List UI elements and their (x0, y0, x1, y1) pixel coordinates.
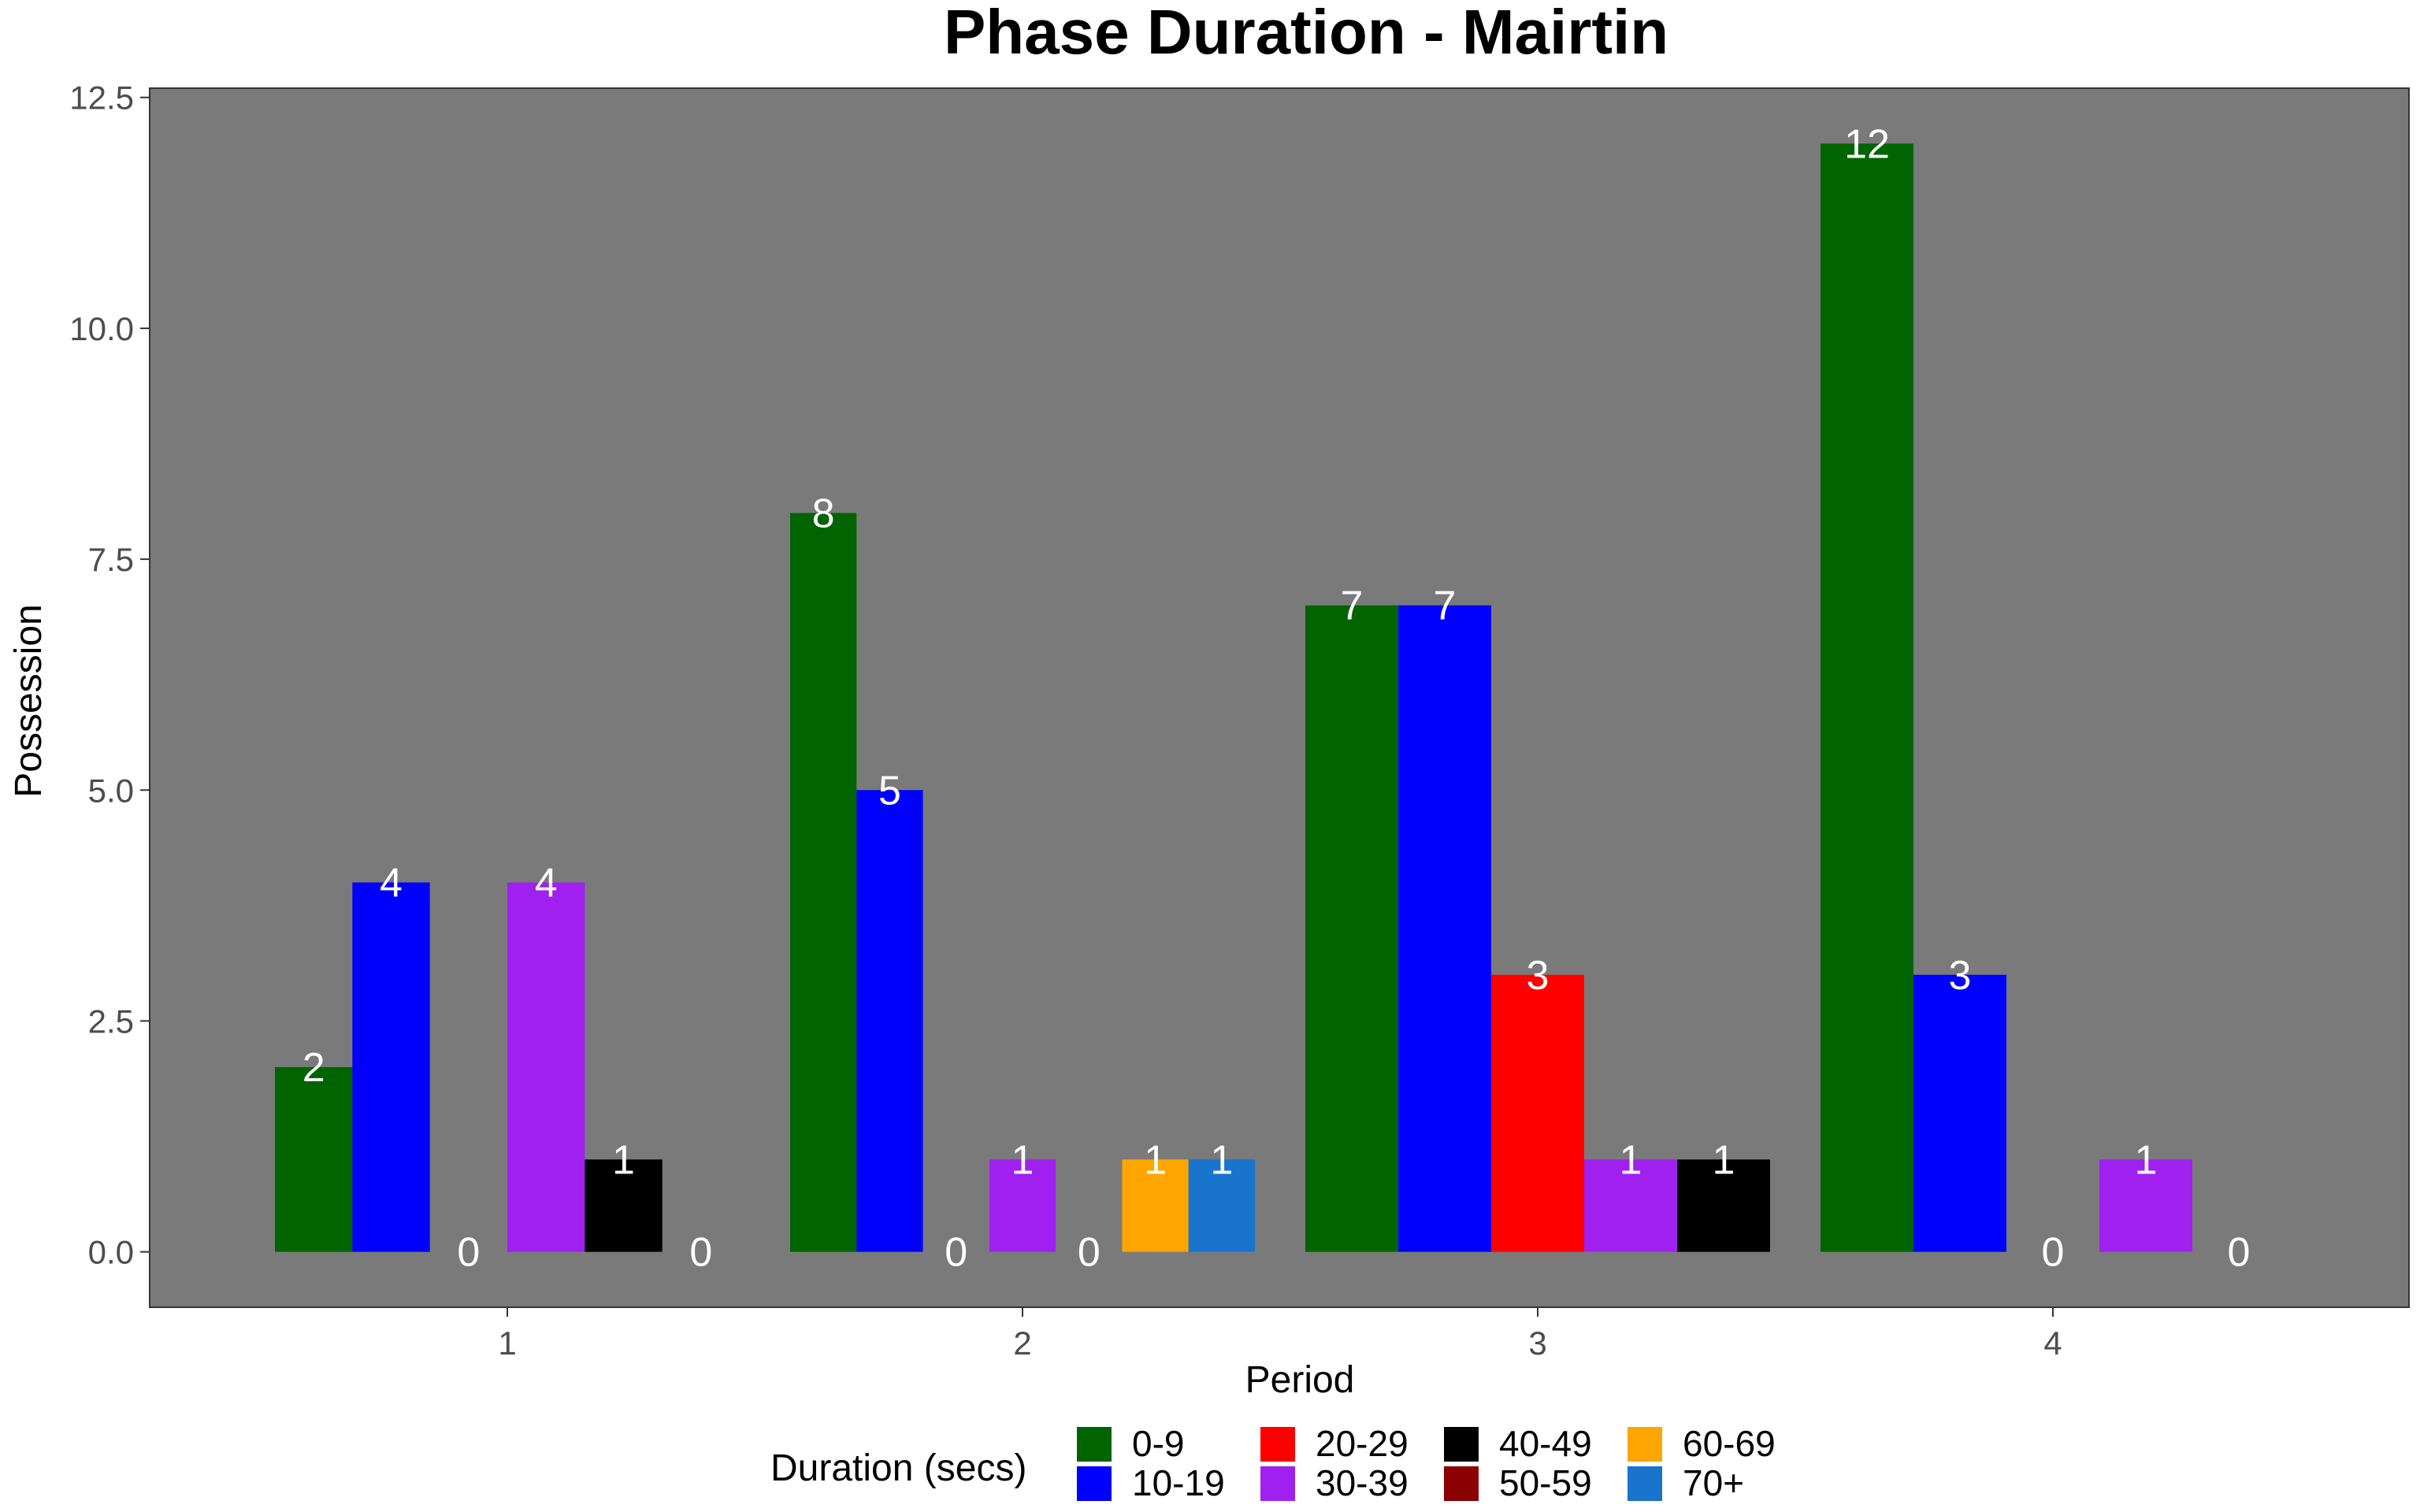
legend-key-10-19 (1077, 1466, 1112, 1501)
y-axis-title: Possession (8, 604, 50, 797)
bar-value-label: 0 (2042, 1230, 2065, 1276)
bar-10-19-period-3 (1398, 605, 1491, 1252)
bar-value-label: 8 (812, 491, 835, 536)
x-tick-label: 2 (1013, 1325, 1031, 1362)
x-tick-label: 3 (1528, 1325, 1546, 1362)
bar-value-label: 1 (1210, 1137, 1233, 1183)
legend-key-20-29 (1260, 1427, 1295, 1462)
bar-40-49-period-3 (1677, 1159, 1770, 1252)
bar-70+-period-2 (1188, 1159, 1255, 1252)
plot-panel (149, 87, 2410, 1308)
legend-label: 60-69 (1683, 1423, 1776, 1464)
bar-0-9-period-4 (1821, 143, 1913, 1252)
bar-30-39-period-3 (1584, 1159, 1677, 1252)
bar-value-label: 7 (1434, 584, 1457, 629)
chart-title: Phase Duration - Mairtin (944, 0, 1668, 67)
bar-value-label: 2 (302, 1045, 325, 1091)
bar-value-label: 0 (2228, 1230, 2251, 1276)
legend-label: 20-29 (1316, 1423, 1409, 1464)
bar-60-69-period-2 (1122, 1159, 1189, 1252)
legend-key-0-9 (1077, 1427, 1112, 1462)
legend-key-70+ (1628, 1466, 1662, 1501)
legend-label: 10-19 (1132, 1462, 1225, 1503)
legend-key-40-49 (1444, 1427, 1479, 1462)
bar-value-label: 1 (1144, 1137, 1167, 1183)
legend-label: 40-49 (1499, 1423, 1592, 1464)
x-axis-title: Period (1245, 1359, 1355, 1401)
bar-30-39-period-1 (507, 882, 585, 1252)
y-tick-label: 0.0 (88, 1234, 134, 1271)
bar-30-39-period-4 (2099, 1159, 2192, 1252)
bar-0-9-period-2 (790, 513, 857, 1252)
bar-value-label: 3 (1949, 953, 1972, 999)
bar-value-label: 1 (1011, 1137, 1034, 1183)
legend-title: Duration (secs) (770, 1447, 1026, 1489)
bar-10-19-period-2 (856, 790, 923, 1252)
x-tick-label: 4 (2043, 1325, 2062, 1362)
legend-key-60-69 (1628, 1427, 1662, 1462)
bar-value-label: 0 (945, 1230, 967, 1276)
bar-value-label: 5 (878, 768, 901, 813)
bar-10-19-period-1 (352, 882, 430, 1252)
legend-label: 50-59 (1499, 1462, 1592, 1503)
bar-value-label: 0 (689, 1230, 712, 1276)
bar-20-29-period-3 (1491, 974, 1584, 1252)
legend-key-50-59 (1444, 1466, 1479, 1501)
bar-value-label: 0 (1078, 1230, 1101, 1276)
bar-value-label: 1 (612, 1137, 635, 1183)
y-tick-label: 5.0 (88, 772, 134, 809)
bar-value-label: 1 (2135, 1137, 2158, 1183)
bar-value-label: 0 (457, 1230, 480, 1276)
legend-key-30-39 (1260, 1466, 1295, 1501)
bar-value-label: 4 (380, 861, 403, 906)
bar-0-9-period-3 (1305, 605, 1398, 1252)
bar-value-label: 4 (535, 861, 558, 906)
legend-label: 0-9 (1132, 1423, 1184, 1464)
y-tick-label: 2.5 (88, 1002, 134, 1040)
bar-10-19-period-4 (1913, 974, 2006, 1252)
y-tick-label: 12.5 (69, 80, 134, 117)
bar-40-49-period-1 (585, 1159, 663, 1252)
bar-value-label: 7 (1341, 584, 1364, 629)
x-tick-label: 1 (498, 1325, 516, 1362)
y-tick-label: 10.0 (69, 310, 134, 347)
bar-0-9-period-1 (275, 1067, 353, 1252)
y-tick-label: 7.5 (88, 541, 134, 578)
legend-label: 30-39 (1316, 1462, 1409, 1503)
bar-value-label: 1 (1620, 1137, 1642, 1183)
bar-30-39-period-2 (989, 1159, 1056, 1252)
bar-value-label: 1 (1713, 1137, 1735, 1183)
bar-value-label: 12 (1844, 121, 1890, 167)
legend-label: 70+ (1683, 1462, 1744, 1503)
bar-value-label: 3 (1527, 953, 1550, 999)
